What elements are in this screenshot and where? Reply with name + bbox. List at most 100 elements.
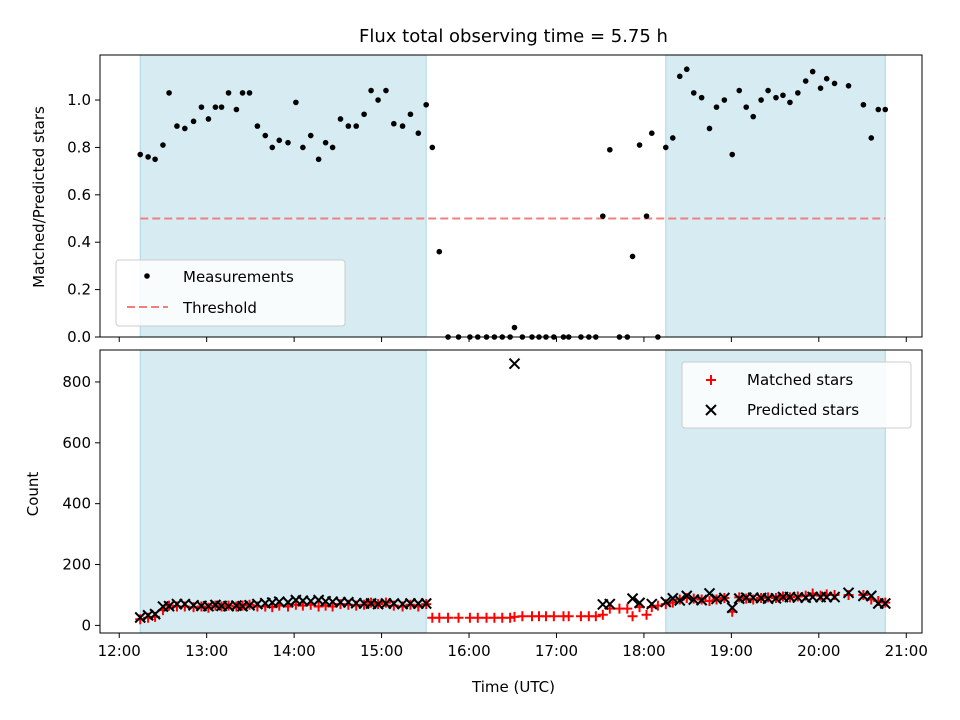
data-point	[875, 106, 882, 113]
data-point	[174, 123, 180, 129]
data-point	[703, 587, 716, 600]
bottom-shaded-interval	[140, 350, 427, 633]
data-point	[337, 116, 344, 122]
x-tick-label: 14:00	[273, 642, 316, 660]
data-point	[780, 92, 786, 99]
bottom-panel: 0 200 400 600 800 12:00 13:00 14:00 15:00 16:00 17…	[62, 349, 928, 660]
legend-marker-measurements	[144, 273, 150, 279]
data-point	[713, 104, 720, 110]
x-tick-label: 12:00	[98, 642, 141, 660]
data-point	[145, 154, 151, 160]
data-point	[517, 611, 528, 622]
data-point	[646, 598, 658, 610]
data-point	[795, 90, 801, 96]
data-point	[622, 603, 633, 614]
data-point	[353, 123, 360, 129]
data-point	[698, 94, 705, 101]
data-point	[802, 78, 809, 84]
data-point	[718, 592, 731, 604]
data-point	[383, 87, 389, 94]
data-point	[246, 90, 253, 96]
legend-frame	[681, 361, 912, 429]
data-point	[817, 85, 824, 91]
data-point	[345, 123, 352, 129]
data-point	[690, 90, 697, 96]
data-point	[548, 611, 559, 622]
data-point	[748, 594, 759, 605]
legend-label-predicted: Predicted stars	[747, 401, 859, 419]
data-point	[152, 156, 158, 163]
data-point	[627, 611, 638, 622]
data-point	[590, 611, 601, 622]
data-point	[828, 591, 841, 603]
legend-marker-matched	[706, 375, 716, 385]
x-tick-label: 21:00	[885, 642, 928, 660]
legend-label-threshold: Threshold	[182, 299, 257, 317]
data-point	[633, 597, 646, 609]
data-point	[809, 68, 816, 75]
data-point	[669, 135, 676, 141]
top-y-tick-label: 0.0	[67, 328, 91, 346]
top-shaded-interval	[665, 55, 886, 337]
data-point	[182, 125, 188, 132]
data-point	[842, 587, 855, 599]
data-point	[233, 106, 240, 113]
chart-title: Flux total observing time = 5.75 h	[359, 26, 668, 47]
data-point	[681, 590, 693, 602]
data-point	[629, 253, 636, 260]
data-point	[743, 104, 750, 110]
data-point	[361, 111, 367, 118]
data-point	[407, 111, 414, 118]
data-point	[758, 97, 764, 103]
data-point	[860, 101, 867, 108]
data-point	[636, 142, 643, 148]
data-point	[423, 101, 429, 108]
data-point	[198, 104, 205, 110]
data-point	[368, 87, 374, 94]
data-point	[508, 357, 521, 370]
data-point	[429, 144, 436, 151]
data-point	[434, 612, 445, 623]
data-point	[511, 324, 518, 331]
bottom-axes-frame	[99, 349, 923, 634]
data-point	[436, 248, 443, 255]
data-point	[239, 90, 246, 96]
data-point	[137, 151, 144, 158]
legend-label-matched: Matched stars	[747, 371, 853, 389]
x-tick-label: 17:00	[535, 642, 578, 660]
top-y-axis-label: Matched/Predicted stars	[30, 106, 48, 288]
data-point	[643, 213, 650, 219]
data-point	[205, 116, 212, 122]
bottom-y-tick-label: 600	[62, 434, 91, 452]
data-point	[721, 97, 728, 103]
data-point	[868, 135, 875, 141]
data-point	[276, 137, 283, 144]
data-point	[453, 612, 464, 623]
data-point	[472, 612, 483, 623]
data-point	[641, 609, 652, 620]
data-point	[212, 104, 219, 110]
bottom-y-tick-label: 800	[62, 373, 91, 391]
data-point	[307, 132, 314, 139]
data-point	[415, 130, 422, 137]
data-point	[285, 139, 291, 146]
top-panel: 0.0 0.2 0.4 0.6 0.8 1.0 Measurements Threshold	[67, 54, 923, 346]
data-point	[683, 66, 690, 73]
data-point	[273, 595, 285, 608]
x-tick-label: 13:00	[185, 642, 228, 660]
top-y-tick-label: 0.4	[67, 233, 91, 251]
top-y-tick-label: 1.0	[67, 91, 91, 109]
series-predicted-stars	[134, 357, 891, 624]
data-point	[443, 612, 454, 623]
bottom-y-tick-label: 400	[62, 495, 91, 513]
data-point	[134, 611, 146, 624]
data-point	[322, 139, 329, 146]
data-point	[626, 592, 639, 605]
data-point	[736, 87, 743, 94]
x-tick-label: 20:00	[797, 642, 840, 660]
data-point	[823, 75, 830, 82]
data-point	[166, 90, 172, 96]
data-point	[420, 597, 432, 610]
x-tick-label: 15:00	[360, 642, 403, 660]
